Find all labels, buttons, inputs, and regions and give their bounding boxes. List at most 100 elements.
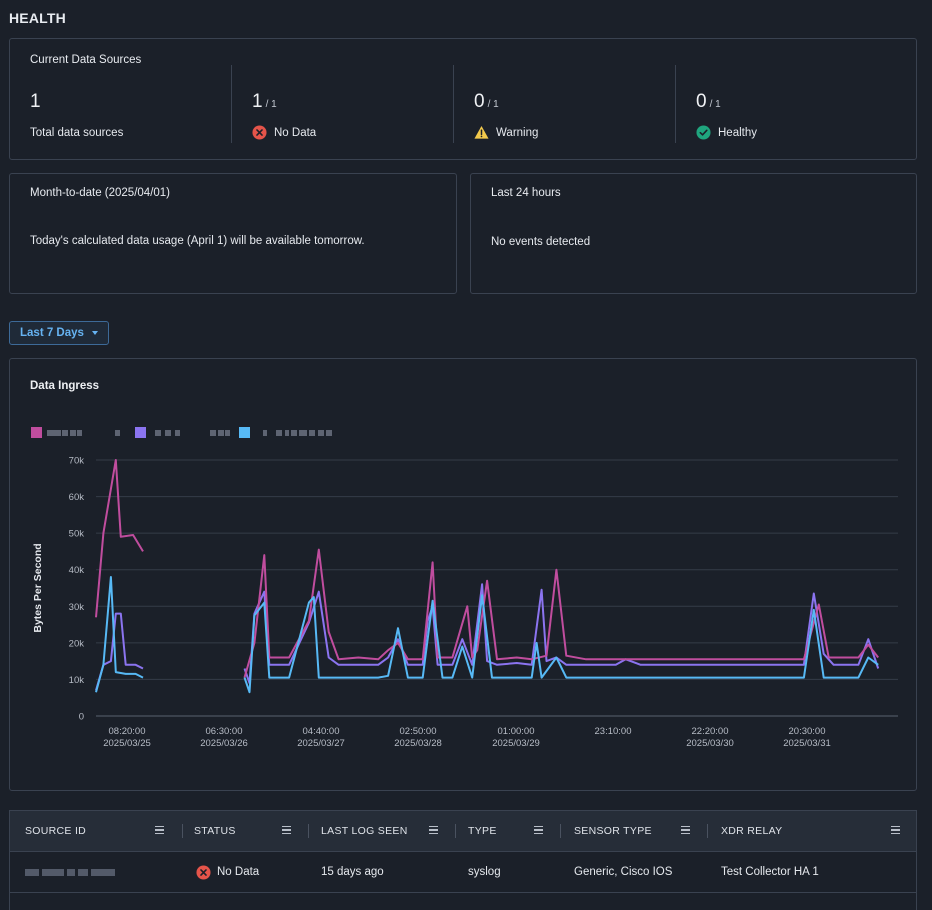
column-separator[interactable]	[707, 824, 708, 838]
table-row[interactable]: No Data 15 days ago syslog Generic, Cisc…	[10, 852, 916, 893]
legend-label-redacted	[285, 430, 289, 436]
column-menu-icon[interactable]	[155, 826, 164, 835]
legend-label-redacted	[276, 430, 282, 436]
x-tick-label: 22:20:00	[692, 726, 729, 737]
y-tick-label: 40k	[69, 565, 85, 576]
column-header-source-id[interactable]: SOURCE ID	[25, 825, 87, 837]
chart-series	[95, 459, 880, 694]
column-menu-icon[interactable]	[282, 826, 291, 835]
events-message: No events detected	[491, 236, 591, 248]
legend-label-redacted	[115, 430, 120, 436]
card-title: Current Data Sources	[30, 54, 142, 66]
error-icon	[252, 125, 267, 140]
no-data-denominator: / 1	[265, 99, 277, 110]
legend-swatch[interactable]	[239, 427, 250, 438]
last-24-hours-card: Last 24 hours No events detected	[470, 173, 917, 294]
x-tick-date-label: 2025/03/27	[297, 738, 345, 749]
chart-legend[interactable]	[31, 427, 332, 438]
check-circle-icon	[696, 125, 711, 140]
usage-message: Today's calculated data usage (April 1) …	[30, 235, 365, 247]
series-3-line	[243, 594, 879, 694]
error-icon	[196, 864, 211, 880]
legend-label-redacted	[263, 430, 267, 436]
y-tick-label: 70k	[69, 456, 85, 467]
legend-label-redacted	[291, 430, 297, 436]
column-menu-icon[interactable]	[681, 826, 690, 835]
column-separator[interactable]	[455, 824, 456, 838]
column-header-sensor-type[interactable]: SENSOR TYPE	[574, 825, 652, 837]
no-data-value: 1	[252, 91, 263, 112]
month-to-date-card: Month-to-date (2025/04/01) Today's calcu…	[9, 173, 457, 294]
column-separator[interactable]	[308, 824, 309, 838]
no-data-count: 1/ 1	[252, 91, 277, 113]
x-tick-date-label: 2025/03/26	[200, 738, 248, 749]
legend-label-redacted	[77, 430, 82, 436]
column-header-status[interactable]: STATUS	[194, 825, 236, 837]
healthy-text: Healthy	[718, 126, 757, 139]
table-header: SOURCE ID STATUS LAST LOG SEEN TYPE SENS…	[10, 811, 916, 852]
column-separator[interactable]	[560, 824, 561, 838]
series-3-line	[95, 576, 144, 693]
x-tick-label: 04:40:00	[303, 726, 340, 737]
column-header-xdr-relay[interactable]: XDR RELAY	[721, 825, 783, 837]
x-tick-label: 20:30:00	[789, 726, 826, 737]
legend-swatch[interactable]	[135, 427, 146, 438]
column-header-last-log-seen[interactable]: LAST LOG SEEN	[321, 825, 408, 837]
legend-swatch[interactable]	[31, 427, 42, 438]
column-header-type[interactable]: TYPE	[468, 825, 497, 837]
legend-label-redacted	[326, 430, 332, 436]
legend-label-redacted	[309, 430, 315, 436]
x-tick-date-label: 2025/03/29	[492, 738, 540, 749]
type-cell: syslog	[468, 866, 501, 878]
card-title: Month-to-date (2025/04/01)	[30, 187, 171, 199]
legend-label-redacted	[70, 430, 76, 436]
x-tick-label: 06:30:00	[206, 726, 243, 737]
y-tick-label: 0	[79, 712, 84, 723]
warning-text: Warning	[496, 126, 539, 139]
last-log-cell: 15 days ago	[321, 866, 384, 878]
chart-title: Data Ingress	[30, 380, 100, 392]
x-tick-date-label: 2025/03/25	[103, 738, 151, 749]
legend-label-redacted	[210, 430, 216, 436]
time-range-dropdown[interactable]: Last 7 Days	[9, 321, 109, 345]
column-separator[interactable]	[182, 824, 183, 838]
x-tick-label: 02:50:00	[400, 726, 437, 737]
y-tick-label: 30k	[69, 602, 85, 613]
page-title: HEALTH	[9, 10, 66, 26]
legend-label-redacted	[225, 430, 230, 436]
card-title: Last 24 hours	[491, 187, 561, 199]
warning-icon	[474, 125, 489, 139]
chart-grid	[96, 459, 898, 717]
time-range-label: Last 7 Days	[20, 327, 84, 339]
column-menu-icon[interactable]	[891, 826, 900, 835]
legend-label-redacted	[218, 430, 224, 436]
source-id-redacted[interactable]	[25, 852, 118, 892]
healthy-value: 0	[696, 91, 707, 112]
series-2-line	[95, 612, 144, 691]
divider	[675, 65, 676, 143]
y-tick-label: 20k	[69, 638, 85, 649]
y-tick-label: 60k	[69, 492, 85, 503]
divider	[453, 65, 454, 143]
x-tick-date-label: 2025/03/28	[394, 738, 442, 749]
series-2-line	[243, 583, 880, 685]
legend-label-redacted	[318, 430, 324, 436]
warning-denominator: / 1	[487, 99, 499, 110]
column-menu-icon[interactable]	[534, 826, 543, 835]
x-tick-date-label: 2025/03/31	[783, 738, 831, 749]
caret-down-icon	[91, 331, 98, 335]
divider	[231, 65, 232, 143]
legend-label-redacted	[175, 430, 180, 436]
status-text: No Data	[217, 866, 260, 878]
x-tick-label: 01:00:00	[498, 726, 535, 737]
column-menu-icon[interactable]	[429, 826, 438, 835]
legend-label-redacted	[62, 430, 68, 436]
warning-value: 0	[474, 91, 485, 112]
legend-label-redacted	[299, 430, 307, 436]
total-value: 1	[30, 91, 41, 112]
total-count: 1	[30, 91, 41, 113]
series-1-line	[243, 548, 879, 678]
warning-count: 0/ 1	[474, 91, 499, 113]
